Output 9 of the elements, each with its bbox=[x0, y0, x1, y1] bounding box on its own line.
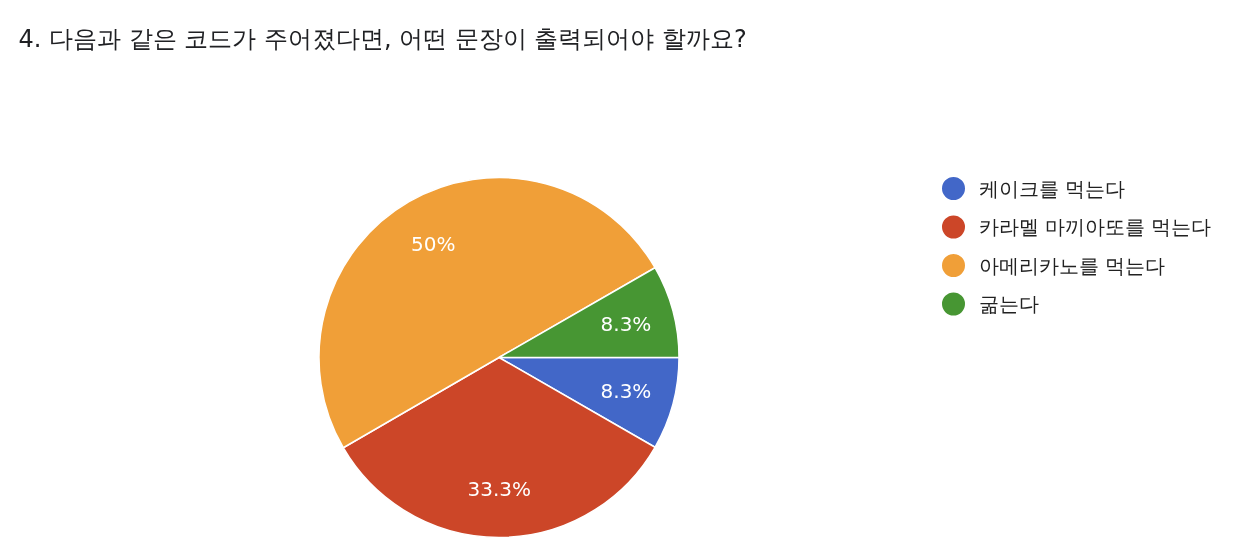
data-label: 33.3% bbox=[467, 476, 531, 501]
legend-label: 카라멜 마끼아또를 먹는다 bbox=[978, 215, 1212, 239]
data-label: 8.3% bbox=[600, 379, 652, 404]
legend-label: 케이크를 먹는다 bbox=[978, 176, 1125, 201]
chart-title: 4. 다음과 같은 코드가 주어졌다면, 어떤 문장이 출력되어야 할까요? bbox=[18, 24, 747, 53]
data-label: 50% bbox=[411, 231, 456, 256]
data-label: 8.3% bbox=[600, 311, 652, 336]
legend-label: 굶는다 bbox=[978, 292, 1039, 316]
legend-label: 아메리카노를 먹는다 bbox=[978, 253, 1165, 278]
